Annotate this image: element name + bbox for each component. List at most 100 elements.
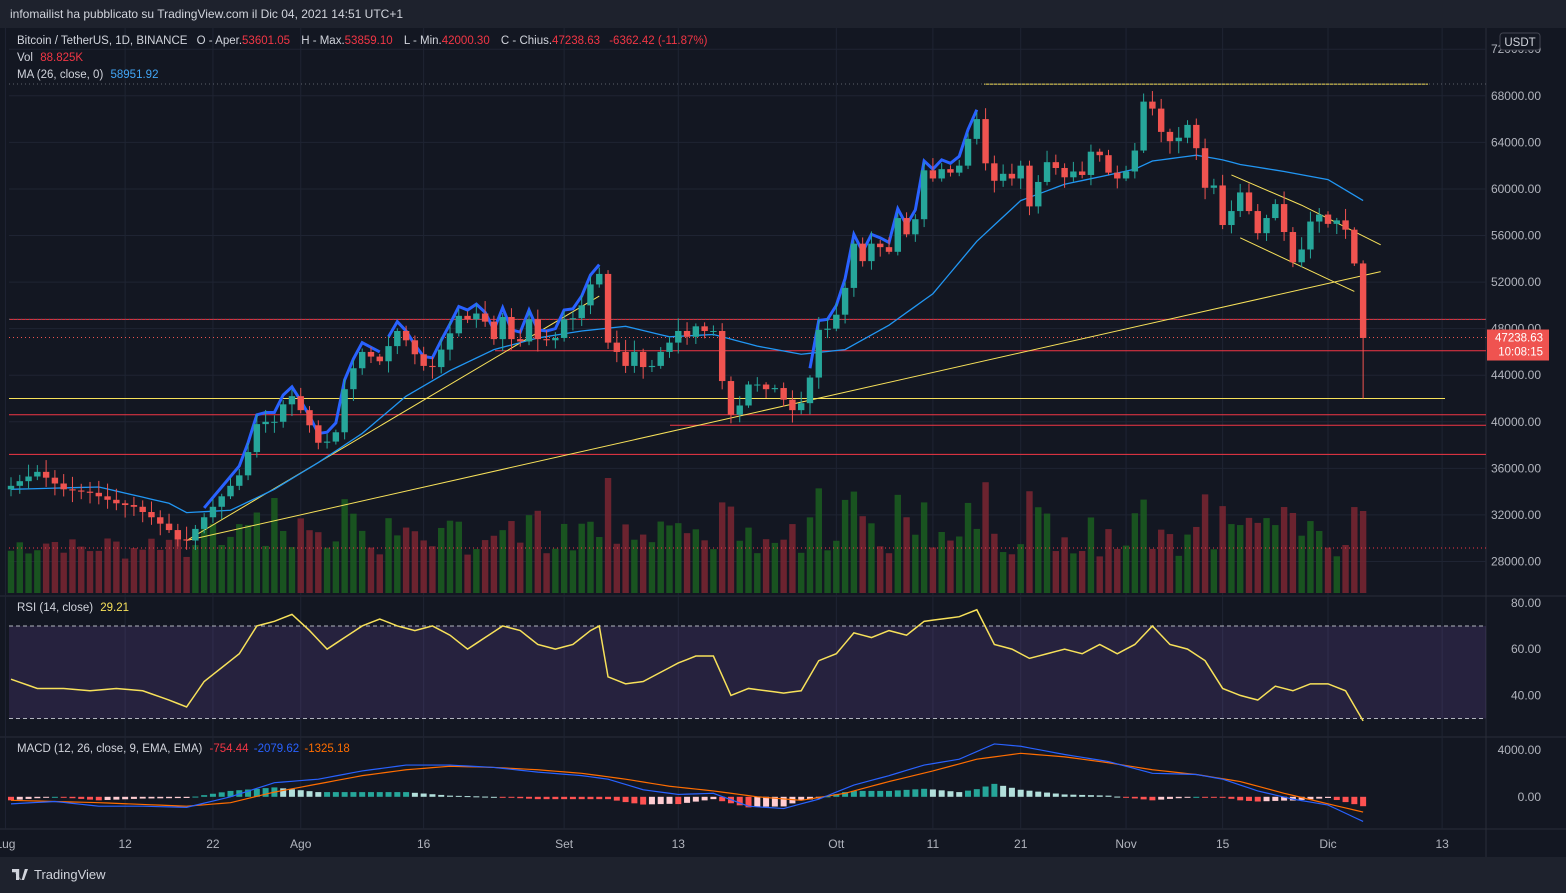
- candle-body: [227, 485, 234, 497]
- macd-histogram-bar: [956, 792, 963, 797]
- macd-histogram-bar: [552, 796, 559, 800]
- macd-histogram-bar: [605, 796, 612, 800]
- volume-bar: [508, 521, 515, 593]
- trend-highlight-curve: [203, 340, 381, 509]
- candle-body: [850, 243, 858, 288]
- candle-body: [973, 119, 980, 139]
- candle-body: [1324, 214, 1332, 224]
- macd-histogram-bar: [736, 796, 743, 806]
- candle-body: [947, 169, 954, 173]
- open-label: O - Aper.: [196, 35, 243, 47]
- candle-body: [1210, 185, 1218, 188]
- volume-bar: [604, 478, 612, 593]
- candle-body: [833, 314, 840, 329]
- candle-body: [95, 492, 102, 497]
- candle-body: [183, 539, 190, 541]
- macd-histogram-bar: [482, 796, 489, 798]
- volume-bar: [192, 545, 199, 593]
- volume-bar: [1052, 551, 1060, 593]
- publish-header: infomailist ha pubblicato su TradingView…: [0, 0, 1566, 28]
- macd-histogram-bar: [1175, 796, 1182, 799]
- candle-body: [859, 243, 866, 262]
- volume-bar: [279, 530, 287, 593]
- candle-body: [1228, 211, 1235, 226]
- candle-body: [1184, 124, 1191, 138]
- volume-bar: [982, 482, 989, 593]
- candle-body: [446, 333, 454, 350]
- macd-histogram-bar: [1026, 790, 1033, 797]
- volume-bar: [394, 535, 401, 593]
- chart-area[interactable]: 28000.00 32000.00 36000.00 40000.00 44000.00…: [0, 28, 1566, 857]
- chart-canvas[interactable]: 28000.00 32000.00 36000.00 40000.00 44000.00…: [0, 28, 1566, 857]
- candle-body: [525, 319, 533, 342]
- macd-histogram-bar: [130, 796, 137, 799]
- volume-bar: [1359, 511, 1367, 593]
- macd-histogram-bar: [1316, 796, 1323, 799]
- candle-body: [69, 489, 76, 491]
- macd-histogram-bar: [455, 795, 462, 797]
- volume-bar: [16, 542, 23, 593]
- volume-bar: [209, 523, 217, 593]
- candle-body: [692, 326, 700, 337]
- candle-body: [1263, 218, 1270, 234]
- volume-bar: [885, 553, 893, 593]
- volume-bar: [1228, 524, 1235, 593]
- volume-bar: [315, 532, 322, 593]
- volume-bar: [1210, 549, 1218, 593]
- rsi-tick-label: 80.00: [1511, 596, 1541, 610]
- volume-bar: [174, 537, 182, 593]
- candle-body: [253, 424, 261, 453]
- candle-body: [16, 481, 23, 486]
- macd-label: MACD (12, 26, close, 9, EMA, EMA): [17, 743, 203, 755]
- candle-body: [991, 163, 998, 181]
- macd-histogram-bar: [1351, 796, 1358, 805]
- candle-body: [139, 506, 146, 513]
- candle-body: [894, 218, 901, 252]
- volume-bar: [148, 538, 155, 593]
- volume-bar: [139, 549, 146, 593]
- candle-body: [1201, 148, 1209, 188]
- candle-body: [165, 523, 173, 531]
- macd-legend: MACD (12, 26, close, 9, EMA, EMA) -754.4…: [17, 743, 350, 755]
- time-tick-label: Nov: [1115, 837, 1136, 851]
- volume-bar: [1061, 537, 1068, 593]
- macd-line: [10, 743, 1364, 823]
- price-tick-label: 64000.00: [1491, 135, 1541, 149]
- candle-body: [402, 330, 410, 341]
- volume-bar: [420, 540, 427, 593]
- volume-bar: [1175, 555, 1182, 593]
- time-tick-label: 13: [1435, 837, 1449, 851]
- candle-body: [596, 273, 603, 285]
- volume-bar: [692, 529, 700, 593]
- macd-histogram-bar: [464, 796, 471, 798]
- volume-bar: [552, 548, 559, 593]
- volume-bar: [376, 554, 383, 593]
- candle-body: [1166, 131, 1174, 142]
- candle-body: [736, 405, 743, 415]
- macd-histogram-bar: [561, 796, 568, 800]
- volume-bar: [1272, 525, 1279, 593]
- volume-bar: [1070, 553, 1077, 593]
- macd-histogram-bar: [306, 791, 313, 797]
- macd-histogram-bar: [877, 790, 884, 797]
- trend-highlight-curve: [808, 109, 979, 369]
- volume-bar: [455, 521, 462, 593]
- candle-body: [244, 452, 252, 476]
- candle-body: [464, 315, 471, 320]
- volume-bar: [402, 527, 410, 593]
- candle-body: [25, 476, 32, 482]
- candle-body: [604, 273, 612, 343]
- volume-bar: [51, 542, 59, 593]
- macd-histogram-bar: [886, 790, 892, 797]
- volume-bar: [613, 543, 621, 593]
- macd-histogram-bar: [701, 796, 708, 801]
- volume-value: 88.825K: [40, 52, 84, 64]
- volume-bar: [271, 498, 278, 593]
- macd-histogram-bar: [139, 796, 146, 799]
- macd-histogram-bar: [262, 788, 269, 797]
- macd-histogram-bar: [947, 791, 954, 797]
- macd-histogram-bar: [543, 796, 550, 800]
- candle-body: [218, 496, 225, 507]
- candle-body: [499, 317, 506, 340]
- macd-histogram-bar: [526, 796, 533, 799]
